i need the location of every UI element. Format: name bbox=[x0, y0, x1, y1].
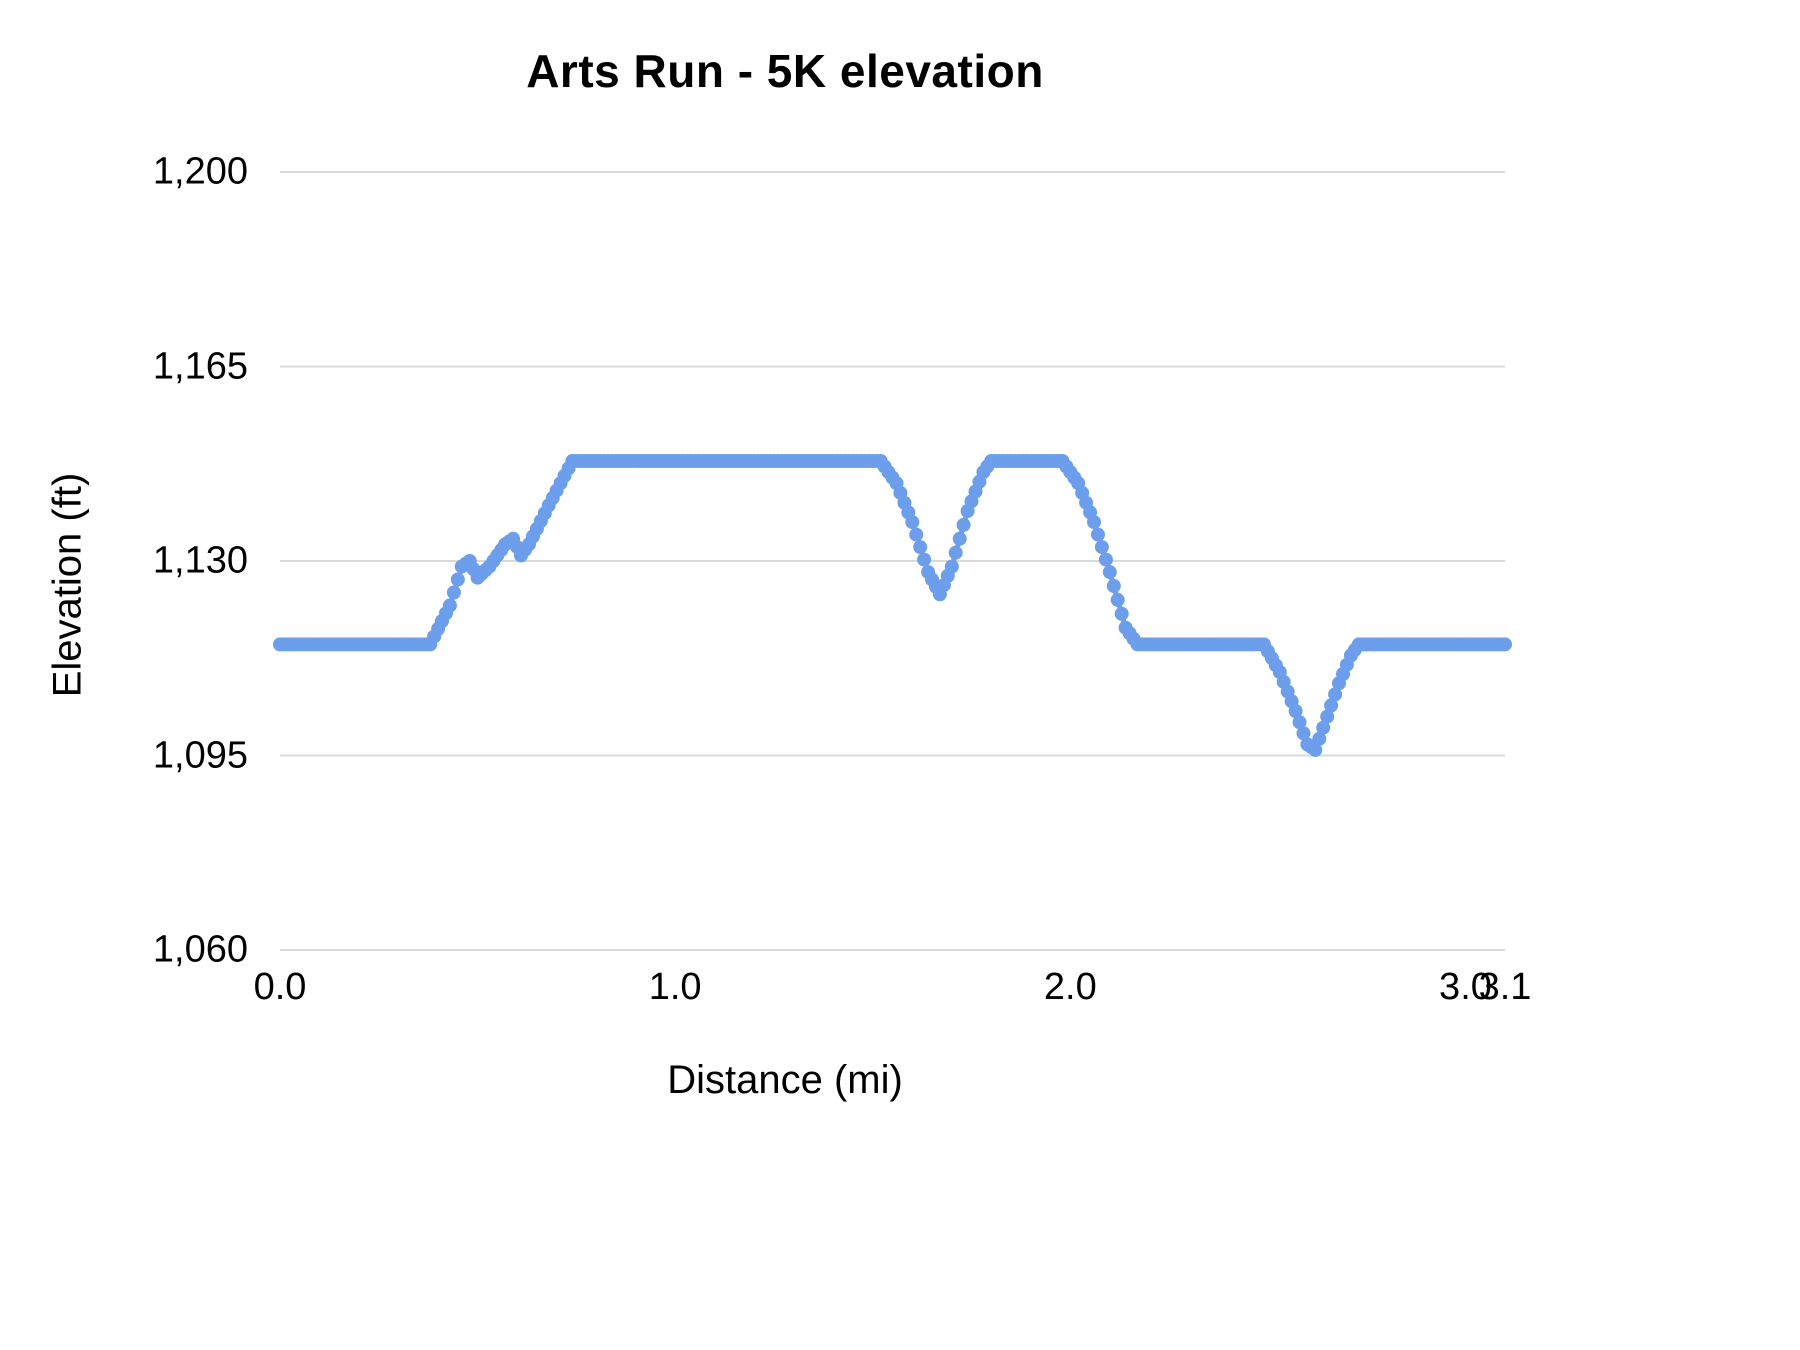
data-point bbox=[948, 545, 963, 560]
data-point bbox=[1087, 515, 1101, 530]
y-tick-label: 1,060 bbox=[152, 928, 248, 971]
y-tick-label: 1,095 bbox=[152, 734, 248, 776]
data-point bbox=[1320, 709, 1335, 724]
elevation-line bbox=[280, 458, 1505, 753]
data-point bbox=[909, 527, 924, 542]
x-tick-label: 3.0 bbox=[1439, 966, 1492, 1008]
x-tick-label: 2.0 bbox=[1043, 966, 1097, 1008]
data-point bbox=[1098, 552, 1113, 567]
data-point bbox=[1316, 720, 1331, 735]
data-point bbox=[1091, 527, 1105, 542]
data-point bbox=[1110, 592, 1125, 607]
data-point bbox=[913, 540, 928, 555]
data-point bbox=[1292, 715, 1307, 730]
data-point bbox=[1102, 565, 1117, 580]
y-tick-label: 1,200 bbox=[152, 150, 248, 193]
x-axis-title: Distance (mi) bbox=[667, 1058, 903, 1102]
data-point bbox=[1288, 704, 1303, 718]
data-point bbox=[917, 552, 932, 567]
data-point bbox=[952, 531, 967, 546]
x-tick-label: 1.0 bbox=[648, 966, 702, 1008]
data-point bbox=[1106, 579, 1121, 593]
data-point bbox=[956, 517, 971, 532]
y-tick-label: 1,165 bbox=[152, 345, 248, 387]
x-tick-label: 3.1 bbox=[1478, 966, 1532, 1008]
data-point bbox=[1114, 606, 1129, 621]
data-point bbox=[1296, 726, 1311, 741]
data-point bbox=[1312, 731, 1327, 746]
data-point bbox=[905, 515, 920, 530]
data-point bbox=[1324, 698, 1339, 713]
data-point bbox=[450, 572, 465, 587]
data-point bbox=[944, 559, 959, 574]
y-tick-label: 1,130 bbox=[152, 539, 248, 582]
data-point bbox=[1308, 742, 1323, 757]
data-point bbox=[446, 585, 461, 600]
data-point bbox=[1328, 687, 1343, 702]
data-point bbox=[1498, 637, 1512, 652]
data-point bbox=[442, 598, 457, 613]
data-point bbox=[1094, 540, 1109, 555]
chart-title: Arts Run - 5K elevation bbox=[526, 45, 1044, 97]
x-tick-label: 0.0 bbox=[253, 966, 307, 1008]
